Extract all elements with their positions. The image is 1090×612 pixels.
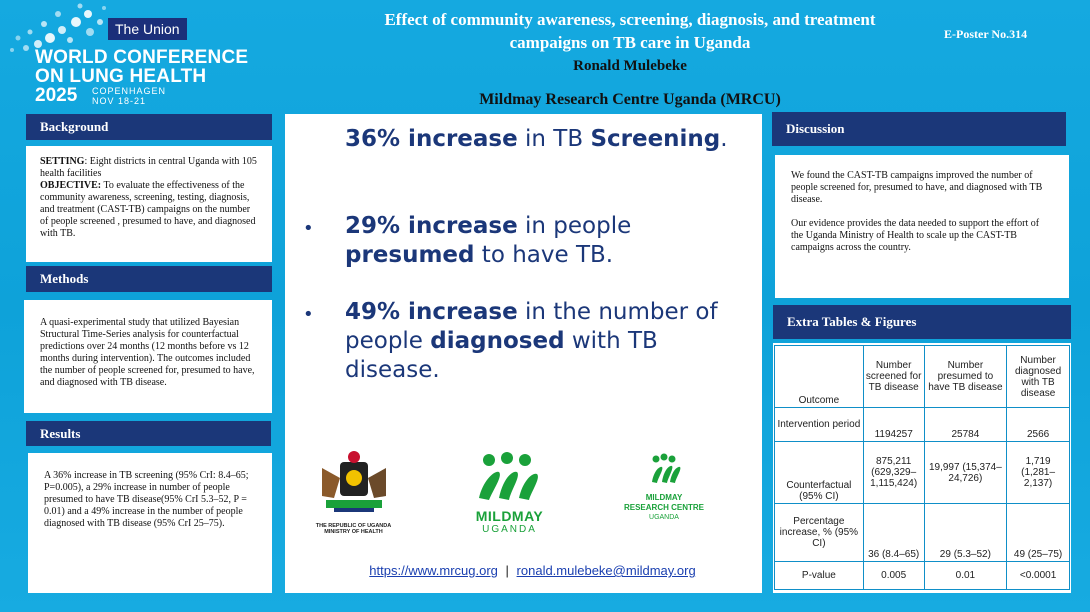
column-header: Outcome	[774, 345, 864, 408]
conference-name: WORLD CONFERENCE ON LUNG HEALTH	[35, 48, 248, 86]
objective-paragraph: OBJECTIVE: To evaluate the effectiveness…	[40, 180, 258, 240]
highlight-diagnosed: 49% increase in the number of people dia…	[345, 298, 745, 385]
mildmay-uganda-logo: MILDMAY UGANDA	[459, 450, 560, 540]
table-cell: 0.005	[862, 561, 925, 590]
discussion-heading: Discussion	[772, 112, 1066, 146]
extra-table-panel: Outcome Number screened for TB disease N…	[773, 343, 1071, 593]
highlight-diagnosed-key: diagnosed	[430, 328, 565, 354]
table-cell: 1,719 (1,281–2,137)	[1006, 441, 1070, 504]
objective-text: To evaluate the effectiveness of the com…	[40, 180, 256, 239]
contact-links: https://www.mrcug.org | ronald.mulebeke@…	[285, 563, 780, 578]
conference-logo-dots	[10, 3, 106, 52]
table-cell: 29 (5.3–52)	[923, 503, 1008, 562]
table-cell: Intervention period	[774, 407, 864, 442]
bullet-dot-3: •	[303, 304, 314, 325]
mrcu-line1: MILDMAY	[645, 493, 683, 502]
coat-of-arms-icon	[322, 451, 386, 512]
setting-text: : Eight districts in central Uganda with…	[40, 156, 257, 179]
objective-label: OBJECTIVE:	[40, 180, 102, 191]
eposter-number: E-Poster No.314	[944, 27, 1028, 41]
setting-label: SETTING	[40, 156, 85, 167]
conference-dates: NOV 18-21	[92, 96, 147, 106]
table-cell: 19,997 (15,374–24,726)	[923, 441, 1008, 504]
author-name: Ronald Mulebeke	[573, 58, 687, 74]
highlight-presumed-text: in people	[517, 213, 632, 239]
mrcu-line2: RESEARCH CENTRE	[623, 503, 704, 512]
discussion-para1: We found the CAST-TB campaigns improved …	[791, 170, 1043, 205]
table-cell: 36 (8.4–65)	[862, 503, 925, 562]
mildmay-figures-icon	[479, 452, 538, 500]
conference-name-line2: ON LUNG HEALTH	[35, 66, 207, 87]
table-cell: 0.01	[923, 561, 1008, 590]
table-cell: Percentage increase, % (95% CI)	[774, 503, 864, 562]
highlight-screening-end: .	[720, 126, 728, 152]
conference-year: 2025	[35, 85, 78, 106]
conference-city-dates: COPENHAGEN NOV 18-21	[92, 86, 166, 106]
mildmay-country: UGANDA	[482, 524, 537, 535]
uganda-logo-line2: MINISTRY OF HEALTH	[324, 529, 383, 535]
table-cell: Counterfactual (95% CI)	[774, 441, 864, 504]
table-cell: 2566	[1006, 407, 1070, 442]
results-heading: Results	[26, 421, 271, 446]
highlight-presumed-strong: 29% increase	[345, 213, 518, 239]
uganda-logo-caption: THE REPUBLIC OF UGANDA MINISTRY OF HEALT…	[300, 523, 407, 535]
highlight-presumed-end: to have TB.	[474, 242, 614, 268]
highlight-screening-strong: 36% increase	[345, 126, 518, 152]
table-row: Intervention period 1194257 25784 2566	[774, 407, 1070, 442]
extra-tables-heading: Extra Tables & Figures	[773, 305, 1071, 339]
highlight-screening: 36% increase in TB Screening.	[345, 125, 745, 154]
results-text: A 36% increase in TB screening (95% CrI:…	[44, 470, 249, 529]
table-cell: 25784	[923, 407, 1008, 442]
mildmay-wordmark: MILDMAY	[475, 508, 544, 524]
background-box: SETTING: Eight districts in central Ugan…	[26, 146, 272, 262]
highlight-presumed-key: presumed	[345, 242, 475, 268]
discussion-para2: Our evidence provides the data needed to…	[791, 218, 1040, 253]
table-cell: 875,211 (629,329–1,115,424)	[862, 441, 925, 504]
union-tag: The Union	[108, 18, 187, 40]
uganda-coat-of-arms-logo: THE REPUBLIC OF UGANDA MINISTRY OF HEALT…	[300, 448, 407, 540]
contact-separator: |	[505, 563, 509, 578]
highlight-diagnosed-end: with TB disease.	[345, 328, 658, 383]
table-row: Counterfactual (95% CI) 875,211 (629,329…	[774, 441, 1070, 504]
poster-title-line2: campaigns on TB care in Uganda	[509, 33, 751, 52]
table-cell: 49 (25–75)	[1006, 503, 1070, 562]
mrcu-caption: MILDMAY RESEARCH CENTRE UGANDA	[612, 493, 716, 523]
table-cell: 1194257	[862, 407, 925, 442]
highlight-screening-key: Screening	[590, 126, 721, 152]
table-cell: P-value	[774, 561, 864, 590]
column-header: Number diagnosed with TB disease	[1006, 345, 1070, 408]
results-table: Outcome Number screened for TB disease N…	[774, 345, 1070, 590]
methods-heading: Methods	[26, 266, 272, 292]
highlight-presumed: 29% increase in people presumed to have …	[345, 212, 745, 270]
table-header-row: Outcome Number screened for TB disease N…	[774, 345, 1070, 408]
highlight-diagnosed-text: in the number of people	[345, 299, 718, 354]
website-link[interactable]: https://www.mrcug.org	[369, 563, 498, 578]
poster-title: Effect of community awareness, screening…	[300, 8, 960, 54]
background-heading: Background	[26, 114, 272, 140]
mrcu-line3: UGANDA	[649, 514, 679, 521]
bullet-dot-2: •	[303, 218, 314, 239]
institution-name: Mildmay Research Centre Uganda (MRCU)	[479, 91, 781, 108]
uganda-logo-line1: THE REPUBLIC OF UGANDA	[315, 523, 392, 529]
poster-title-line1: Effect of community awareness, screening…	[384, 10, 876, 29]
discussion-box: We found the CAST-TB campaigns improved …	[775, 155, 1069, 298]
conference-city: COPENHAGEN	[92, 86, 167, 96]
methods-box: A quasi-experimental study that utilized…	[24, 300, 272, 413]
table-cell: <0.0001	[1006, 561, 1070, 590]
mrcu-figures-icon	[652, 453, 681, 483]
mrcu-logo: MILDMAY RESEARCH CENTRE UGANDA	[612, 450, 716, 552]
setting-paragraph: SETTING: Eight districts in central Ugan…	[40, 156, 258, 180]
conference-name-line1: WORLD CONFERENCE	[35, 47, 249, 68]
highlight-diagnosed-strong: 49% increase	[345, 299, 518, 325]
results-box: A 36% increase in TB screening (95% CrI:…	[28, 453, 272, 593]
highlight-screening-text: in TB	[517, 126, 591, 152]
table-row: P-value 0.005 0.01 <0.0001	[774, 561, 1070, 590]
methods-text: A quasi-experimental study that utilized…	[40, 317, 255, 388]
table-row: Percentage increase, % (95% CI) 36 (8.4–…	[774, 503, 1070, 562]
column-header: Number presumed to have TB disease	[923, 345, 1008, 408]
column-header: Number screened for TB disease	[862, 345, 925, 408]
discussion-spacer	[791, 206, 1053, 218]
email-link[interactable]: ronald.mulebeke@mildmay.org	[516, 563, 696, 578]
